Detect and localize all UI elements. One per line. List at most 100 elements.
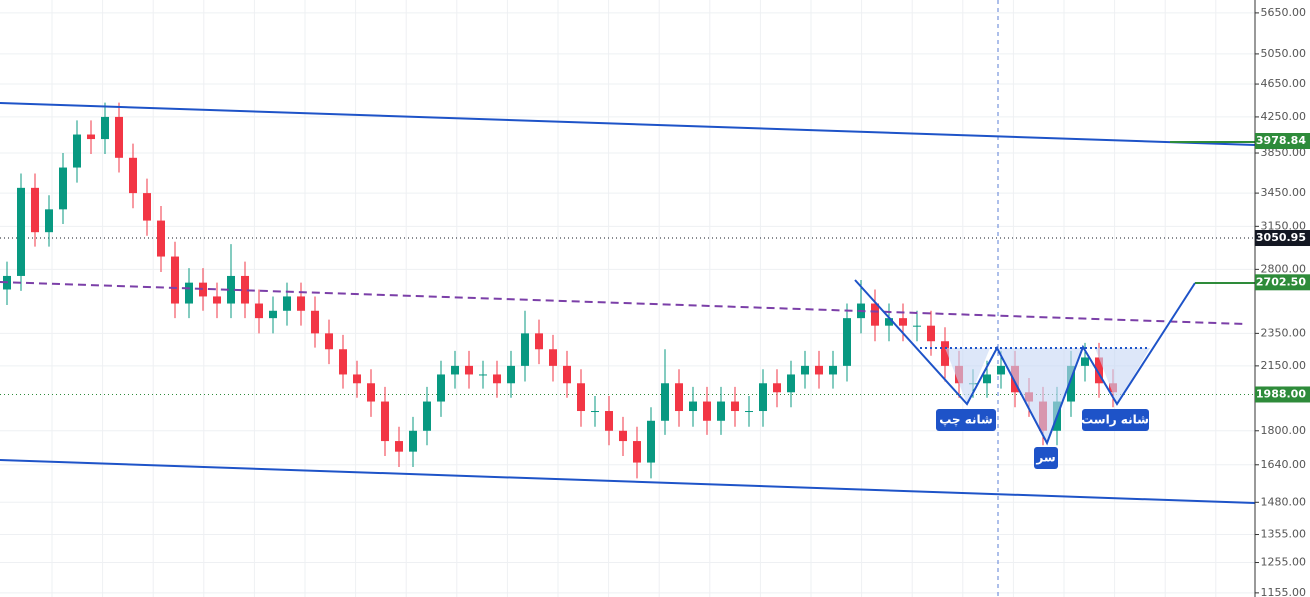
candle-body: [997, 365, 1005, 375]
candle-body: [521, 333, 529, 366]
candle-body: [129, 157, 137, 194]
candle-body: [1067, 365, 1075, 402]
candle-body: [549, 349, 557, 366]
candle-body: [815, 365, 823, 375]
candle-body: [283, 296, 291, 311]
candle-body: [199, 282, 207, 297]
price-tag: [1255, 274, 1310, 291]
pattern: [854, 279, 1196, 446]
candle-body: [941, 341, 949, 366]
candle-body: [409, 430, 417, 452]
candle-body: [661, 383, 669, 421]
drawings: شانه چپ سر شانه راست: [0, 102, 1256, 504]
y-tick-label: 5650.00: [1261, 6, 1307, 19]
candle-body: [619, 430, 627, 442]
candle-body: [367, 383, 375, 402]
candle-body: [927, 325, 935, 342]
candle-body: [577, 383, 585, 412]
y-tick-label: 3850.00: [1261, 146, 1307, 159]
y-tick-label: 4250.00: [1261, 110, 1307, 123]
annotation: سر: [1035, 451, 1055, 465]
candle-body: [297, 296, 305, 311]
axis-labels: 5650.00 5050.00 4650.00 4250.00 3850.00 3450.…: [1255, 6, 1310, 597]
candle-body: [465, 365, 473, 375]
candle-body: [885, 318, 893, 326]
candle-body: [311, 310, 319, 334]
price-axis: [1255, 0, 1310, 597]
candle-body: [745, 411, 753, 413]
annotation: شانه راست: [1081, 413, 1149, 427]
candle-body: [493, 374, 501, 384]
candle-body: [227, 275, 235, 304]
candle-body: [633, 441, 641, 463]
vertical-grid: [51, 0, 1217, 597]
price-tag: [1255, 133, 1310, 150]
y-tick-label: 2800.00: [1261, 262, 1307, 275]
candle-body: [115, 116, 123, 158]
y-tick-label: 3150.00: [1261, 219, 1307, 232]
candle-body: [759, 383, 767, 412]
y-tick-label: 1480.00: [1261, 495, 1307, 508]
candle-body: [731, 401, 739, 412]
y-tick-label: 1355.00: [1261, 528, 1307, 541]
candle-body: [31, 187, 39, 233]
y-tick-label: 2350.00: [1261, 326, 1307, 339]
y-tick-label: 1155.00: [1261, 586, 1307, 597]
price-tag-label: 1988.00: [1256, 387, 1306, 400]
y-tick-label: 1800.00: [1261, 424, 1307, 437]
price-tag: [1255, 386, 1310, 403]
candle-body: [843, 318, 851, 366]
label-box: [1034, 447, 1058, 469]
candle-body: [689, 401, 697, 412]
channel-top: [0, 102, 1256, 146]
candle-body: [437, 374, 445, 402]
candle-body: [1095, 357, 1103, 384]
candle-body: [507, 365, 515, 384]
candle-body: [801, 365, 809, 375]
candle-body: [325, 333, 333, 350]
candle-body: [17, 187, 25, 276]
area: [945, 348, 990, 404]
candle-body: [213, 296, 221, 304]
y-tick-label: 2150.00: [1261, 359, 1307, 372]
candle-body: [381, 401, 389, 442]
candle-body: [171, 256, 179, 304]
candle-body: [829, 365, 837, 375]
candle-body: [87, 134, 95, 140]
candle-body: [339, 349, 347, 375]
candle-body: [73, 134, 81, 168]
channel-bottom: [0, 459, 1256, 504]
y-tick-label: 1255.00: [1261, 556, 1307, 569]
annotation: شانه چپ: [939, 413, 993, 427]
area: [1095, 348, 1150, 404]
y-tick-label: 1640.00: [1261, 458, 1307, 471]
candle-body: [255, 303, 263, 319]
candle-body: [45, 209, 53, 233]
candle-body: [479, 374, 487, 376]
y-tick-label: 4650.00: [1261, 77, 1307, 90]
candle-body: [675, 383, 683, 412]
candle-body: [423, 401, 431, 431]
candle-body: [605, 411, 613, 431]
candle-body: [591, 411, 599, 413]
candle-body: [787, 374, 795, 393]
candle-body: [451, 365, 459, 375]
y-tick-label: 3450.00: [1261, 186, 1307, 199]
candle-body: [1081, 357, 1089, 366]
candle-body: [717, 401, 725, 421]
candle-body: [185, 282, 193, 304]
candle-body: [899, 318, 907, 326]
candle-body: [143, 193, 151, 221]
candle-body: [269, 310, 277, 319]
candle-body: [703, 401, 711, 421]
candle-body: [395, 441, 403, 452]
price-tag: [1255, 230, 1310, 247]
label-box: [1082, 409, 1149, 431]
price-tag-label: 3978.84: [1256, 134, 1306, 147]
candle-body: [773, 383, 781, 393]
candle-body: [241, 275, 249, 304]
candle-body: [101, 116, 109, 140]
label-box: [936, 409, 996, 431]
candle-body: [983, 374, 991, 384]
price-tag-label: 3050.95: [1256, 231, 1306, 244]
